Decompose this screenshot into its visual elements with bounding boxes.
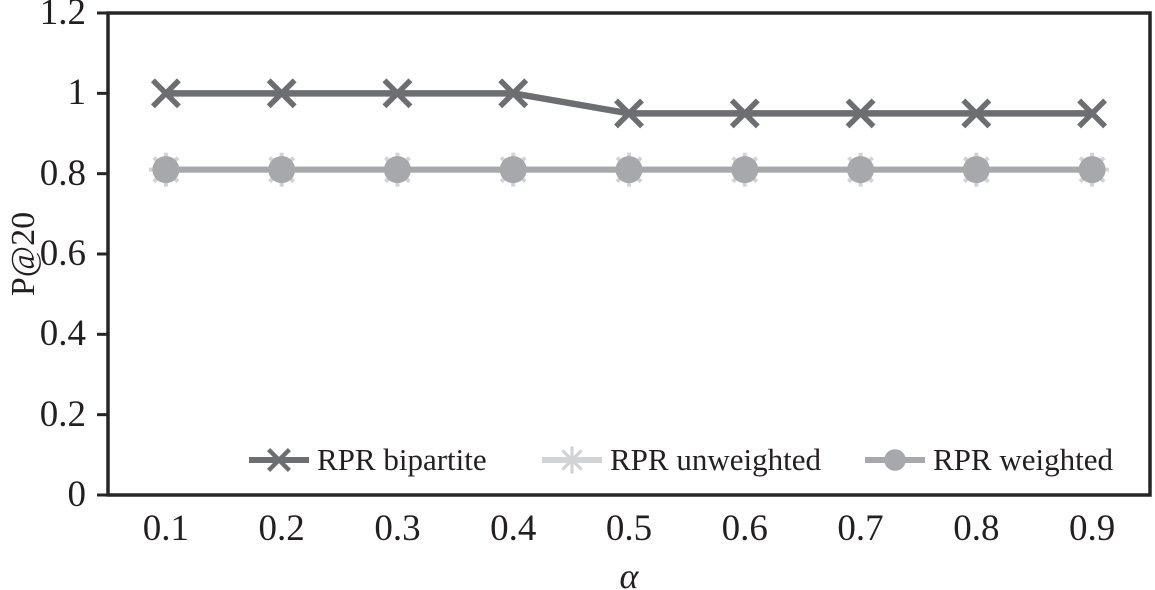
line-circle-marker-icon	[865, 449, 925, 471]
legend-entry-rpr-weighted: RPR weighted	[863, 441, 1113, 479]
legend-label-rpr-unweighted: RPR unweighted	[610, 442, 821, 477]
legend-label-rpr-weighted: RPR weighted	[933, 442, 1113, 477]
line-x-marker-icon	[249, 448, 309, 472]
x-axis-title: α	[619, 556, 639, 590]
line-asterisk-marker-icon	[542, 446, 602, 474]
y-tick-label: 1	[67, 72, 87, 114]
y-tick-label: 0	[67, 474, 87, 515]
legend-entry-rpr-bipartite: RPR bipartite	[247, 441, 487, 479]
x-tick-label: 0.8	[953, 508, 1000, 549]
y-axis-title: P@20	[5, 211, 42, 297]
x-tick-label: 0.1	[142, 508, 189, 549]
x-tick-label: 0.3	[374, 508, 421, 549]
legend: RPR bipartite RPR unweighted RPR weighte…	[0, 441, 1155, 479]
x-tick-label: 0.7	[837, 508, 884, 549]
x-tick-label: 0.5	[605, 508, 653, 549]
x-tick-label: 0.9	[1068, 508, 1116, 549]
legend-label-rpr-bipartite: RPR bipartite	[317, 442, 487, 477]
y-tick-label: 0.4	[39, 313, 86, 355]
x-tick-label: 0.4	[490, 508, 537, 549]
y-tick-label: 1.2	[39, 0, 86, 33]
legend-entry-rpr-unweighted: RPR unweighted	[540, 441, 821, 479]
x-tick-label: 0.6	[721, 508, 768, 549]
y-tick-label: 0.6	[39, 233, 86, 274]
y-tick-label: 0.8	[39, 152, 86, 194]
x-tick-label: 0.2	[258, 508, 305, 549]
y-tick-label: 0.2	[39, 393, 86, 435]
